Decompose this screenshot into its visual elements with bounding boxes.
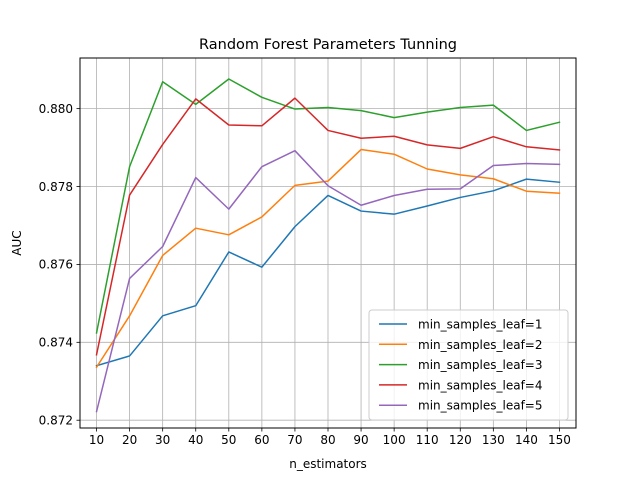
series-line-3 <box>95 78 561 334</box>
x-axis-label: n_estimators <box>289 457 367 471</box>
x-tick-label: 120 <box>449 433 472 447</box>
series-line-1 <box>95 178 561 367</box>
x-tick-label: 80 <box>320 433 335 447</box>
y-tick-label: 0.880 <box>39 102 73 116</box>
legend-frame <box>368 309 569 421</box>
x-tick-label: 100 <box>383 433 406 447</box>
series-line-4 <box>95 97 561 356</box>
legend: min_samples_leaf=1 min_samples_leaf=2 min_… <box>368 309 569 421</box>
chart-title: Random Forest Parameters Tunning <box>199 37 457 53</box>
legend-entry-label: min_samples_leaf=5 <box>418 399 543 413</box>
legend-entry-label: min_samples_leaf=2 <box>418 338 543 352</box>
y-axis-ticks: 0.872 0.874 0.876 0.878 0.880 <box>39 102 80 428</box>
legend-entry-label: min_samples_leaf=4 <box>418 378 543 392</box>
y-tick-label: 0.874 <box>39 336 73 350</box>
x-axis-ticks: 10 20 30 40 50 60 70 80 90 100 110 120 130 140 150 <box>89 428 571 447</box>
x-tick-label: 10 <box>89 433 104 447</box>
x-tick-label: 50 <box>221 433 236 447</box>
y-tick-label: 0.876 <box>39 258 73 272</box>
legend-entry-label: min_samples_leaf=1 <box>418 318 543 332</box>
x-tick-label: 40 <box>188 433 203 447</box>
y-tick-label: 0.878 <box>39 180 73 194</box>
series-line-2 <box>95 148 561 369</box>
y-tick-label: 0.872 <box>39 414 73 428</box>
legend-entry-label: min_samples_leaf=3 <box>418 358 543 372</box>
x-tick-label: 20 <box>122 433 137 447</box>
x-tick-label: 60 <box>254 433 269 447</box>
x-tick-label: 90 <box>353 433 368 447</box>
series-lines <box>95 78 561 413</box>
x-tick-label: 30 <box>155 433 170 447</box>
y-axis-label: AUC <box>10 230 24 255</box>
x-tick-label: 70 <box>287 433 302 447</box>
series-line-5 <box>95 149 561 413</box>
x-tick-label: 150 <box>548 433 571 447</box>
x-tick-label: 110 <box>416 433 439 447</box>
x-tick-label: 140 <box>515 433 538 447</box>
x-tick-label: 130 <box>482 433 505 447</box>
